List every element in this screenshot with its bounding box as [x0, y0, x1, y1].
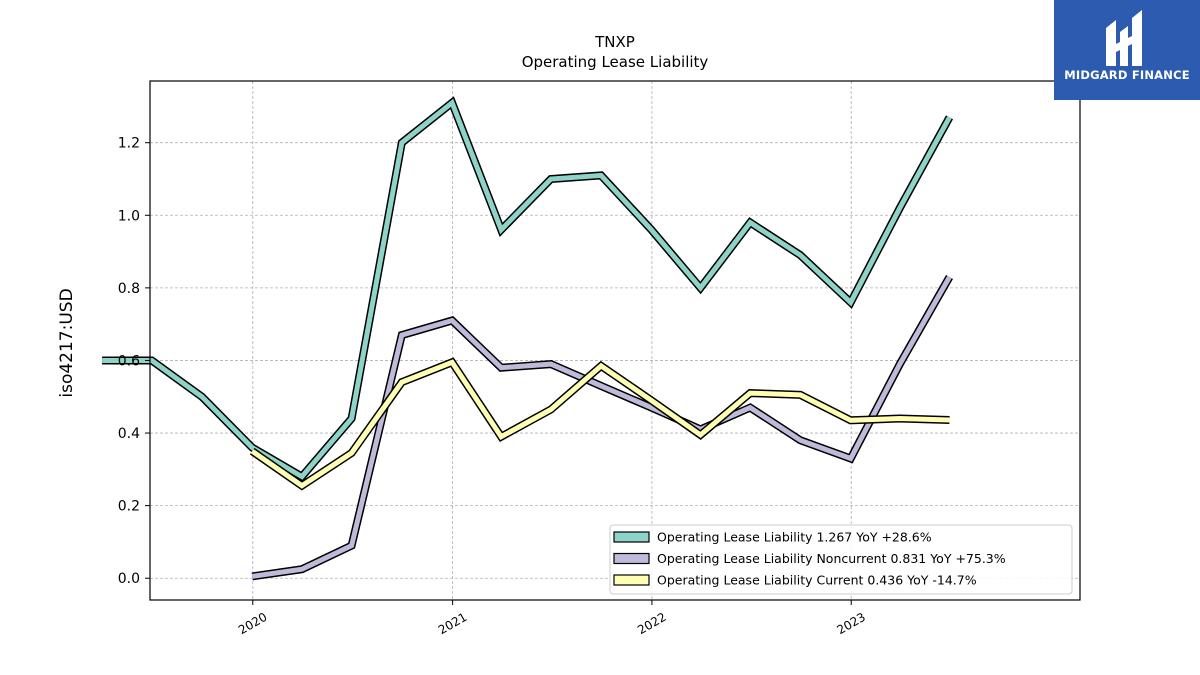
legend-swatch	[613, 552, 650, 565]
y-ticks: 0.0 0.2 0.4 0.6 0.8 1.0 1.2	[118, 136, 150, 587]
logo-text: MIDGARD FINANCE	[1064, 68, 1190, 82]
plot-frame	[149, 80, 1081, 601]
legend-swatch	[613, 531, 650, 543]
legend-entry: Operating Lease Liability 1.267 YoY +28.…	[657, 530, 932, 545]
series-line	[250, 359, 950, 489]
chart-title: TNXP	[594, 33, 635, 51]
x-tick-label: 2023	[834, 610, 867, 637]
chart-subtitle: Operating Lease Liability	[522, 53, 709, 71]
legend-entry: Operating Lease Liability Current 0.436 …	[657, 573, 977, 588]
series-line	[102, 98, 952, 480]
x-ticks: 2020 2021 2022 2023	[236, 600, 868, 637]
series-layer	[102, 96, 954, 581]
brand-logo: MIDGARD FINANCE	[1054, 0, 1200, 100]
series-line	[251, 275, 952, 579]
y-tick-label: 0.6	[118, 353, 140, 369]
y-tick-label: 0.4	[118, 426, 140, 442]
y-tick-label: 0.2	[118, 499, 140, 515]
logo-mark-icon	[1106, 10, 1142, 66]
legend-entry: Operating Lease Liability Noncurrent 0.8…	[657, 551, 1006, 566]
grid	[150, 81, 1080, 600]
legend: Operating Lease Liability 1.267 YoY +28.…	[609, 524, 1073, 595]
y-axis-label: iso4217:USD	[57, 288, 77, 397]
y-tick-label: 1.0	[118, 208, 140, 224]
legend-swatch	[613, 574, 650, 586]
y-tick-label: 1.2	[118, 136, 140, 152]
x-tick-label: 2022	[635, 610, 668, 637]
legend-box	[609, 524, 1073, 595]
y-tick-label: 0.8	[118, 281, 140, 297]
x-tick-label: 2020	[236, 610, 269, 637]
x-tick-label: 2021	[436, 610, 469, 637]
y-tick-label: 0.0	[118, 571, 140, 587]
